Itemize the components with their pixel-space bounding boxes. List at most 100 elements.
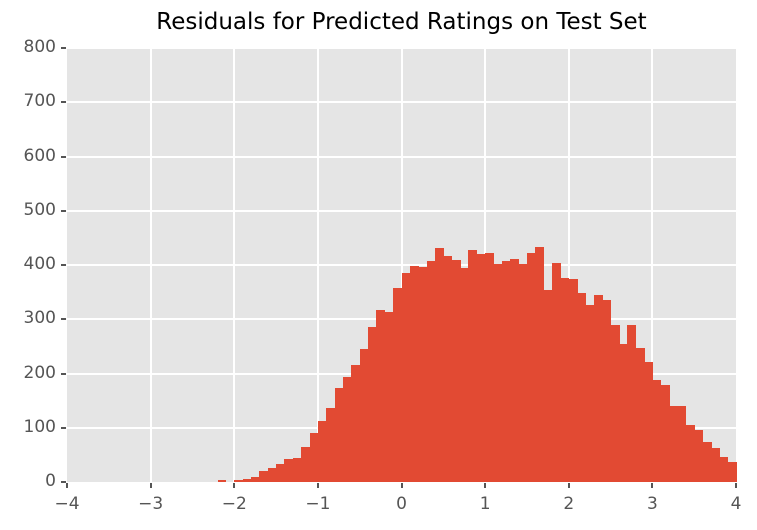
histogram-bar: [501, 260, 511, 482]
gridline-x-3: [651, 48, 654, 482]
histogram-bar: [602, 300, 612, 482]
gridline-x--1: [316, 48, 319, 482]
histogram-bar: [618, 343, 628, 482]
histogram-bar: [560, 278, 570, 482]
histogram-bar: [677, 406, 687, 482]
histogram-bar: [284, 458, 294, 482]
gridline-x--3: [149, 48, 152, 482]
y-tick-mark: [61, 155, 66, 158]
histogram-bar: [627, 325, 637, 482]
x-tick-mark: [400, 483, 403, 488]
histogram-bar: [443, 256, 453, 482]
histogram-bar: [434, 247, 444, 482]
histogram-bar: [267, 468, 277, 482]
histogram-bar: [526, 252, 536, 482]
histogram-bar: [242, 479, 252, 482]
histogram-bar: [292, 458, 302, 482]
y-tick-mark: [61, 426, 66, 429]
y-tick-label: 500: [23, 199, 56, 220]
histogram-bar: [685, 425, 695, 482]
histogram-bar: [217, 479, 227, 482]
histogram-bar: [510, 258, 520, 482]
gridline-x-0: [400, 48, 403, 482]
histogram-bar: [568, 279, 578, 482]
histogram-bar: [518, 263, 528, 482]
histogram-bar: [234, 480, 244, 482]
plot-area: [67, 47, 737, 482]
histogram-bar: [351, 364, 361, 482]
histogram-bar: [543, 289, 553, 482]
histogram-bar: [259, 471, 269, 482]
histogram-bar: [644, 362, 653, 482]
x-tick-label: 4: [730, 494, 742, 514]
histogram-bar: [326, 408, 336, 482]
y-tick-mark: [61, 318, 66, 321]
x-tick-mark: [484, 483, 487, 488]
x-tick-label: −2: [221, 494, 247, 514]
histogram-bar: [451, 259, 461, 482]
histogram-bar: [359, 349, 369, 482]
histogram-bar: [393, 287, 403, 482]
histogram-bar: [418, 267, 428, 482]
y-tick-label: 300: [23, 308, 56, 329]
x-tick-mark: [735, 483, 737, 488]
histogram-bar: [652, 380, 662, 482]
histogram-bar: [250, 476, 260, 482]
histogram-bar: [426, 261, 436, 482]
histogram-bar: [727, 461, 737, 482]
x-tick-label: 2: [563, 494, 575, 514]
histogram-bar: [710, 448, 720, 482]
histogram-bar: [702, 441, 712, 482]
histogram-bar: [409, 265, 419, 482]
histogram-bar: [334, 387, 344, 482]
histogram-bar: [468, 249, 478, 482]
gridline-x-2: [567, 48, 570, 482]
y-tick-mark: [61, 101, 66, 104]
histogram-bar: [669, 406, 679, 482]
histogram-bar: [635, 348, 645, 482]
x-tick-mark: [567, 483, 570, 488]
histogram-bar: [585, 305, 595, 482]
x-tick-mark: [66, 483, 68, 488]
histogram-bar: [476, 253, 486, 482]
histogram-bars-layer: [67, 48, 737, 482]
histogram-bar: [317, 420, 327, 482]
histogram-bar: [694, 429, 704, 482]
histogram-bar: [577, 292, 587, 482]
histogram-bar: [535, 246, 545, 482]
x-tick-mark: [651, 483, 654, 488]
histogram-bar: [610, 324, 620, 482]
y-tick-label: 100: [23, 416, 56, 437]
x-tick-mark: [316, 483, 319, 488]
y-tick-label: 0: [45, 471, 56, 491]
histogram-bar: [552, 263, 561, 482]
x-tick-mark: [233, 483, 236, 488]
histogram-bar: [309, 433, 319, 482]
x-tick-label: 3: [646, 494, 658, 514]
chart-title: Residuals for Predicted Ratings on Test …: [156, 9, 647, 35]
histogram-bar: [719, 457, 729, 482]
x-tick-label: −4: [54, 494, 80, 514]
histogram-bar: [593, 295, 603, 482]
x-tick-label: −1: [305, 494, 331, 514]
y-tick-label: 800: [23, 37, 56, 57]
histogram-bar: [384, 311, 394, 482]
histogram-bar: [342, 376, 352, 482]
histogram-bar: [376, 310, 386, 482]
y-tick-label: 400: [23, 254, 56, 274]
histogram-bar: [301, 447, 311, 482]
x-tick-mark: [149, 483, 152, 488]
gridline-x--2: [233, 48, 236, 482]
y-tick-mark: [61, 209, 66, 212]
histogram-bar: [485, 253, 495, 482]
histogram-bar: [401, 273, 411, 482]
y-tick-mark: [61, 47, 66, 49]
histogram-bar: [493, 263, 503, 482]
histogram-bar: [460, 268, 469, 482]
x-tick-label: 0: [396, 494, 407, 514]
histogram-bar: [660, 385, 670, 482]
histogram-bar: [368, 327, 377, 482]
y-tick-label: 200: [23, 362, 56, 383]
y-tick-label: 700: [23, 91, 56, 112]
